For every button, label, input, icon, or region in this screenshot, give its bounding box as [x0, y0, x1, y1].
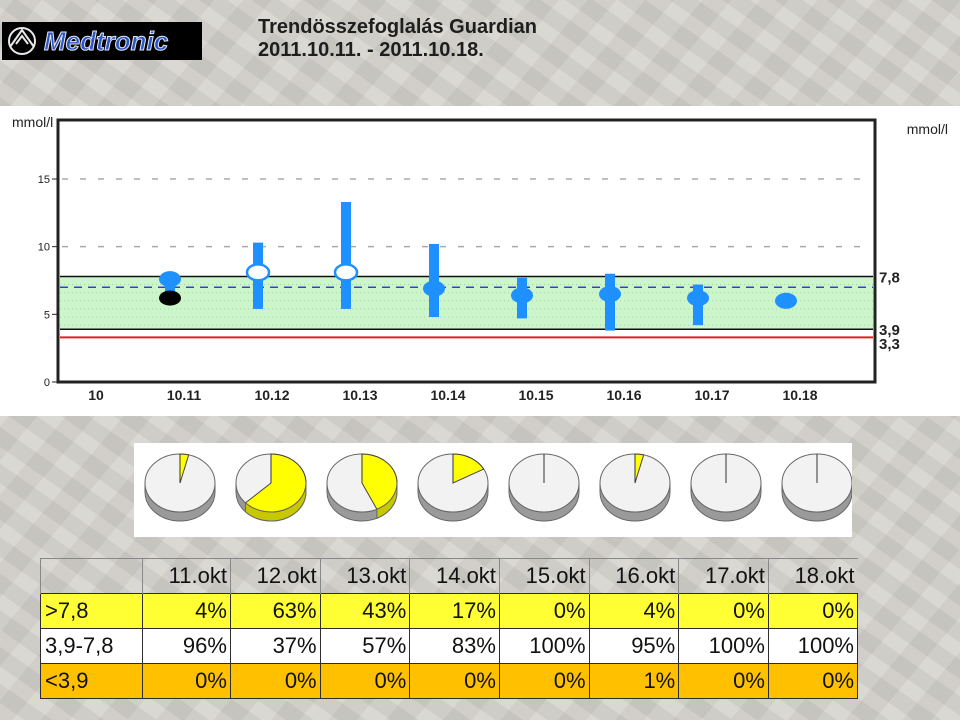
table-cell: 17%	[409, 593, 500, 629]
table-cell: 57%	[319, 628, 411, 664]
table-cell: 0%	[498, 593, 590, 629]
pie-chart	[781, 453, 852, 522]
row-label: >7,8	[39, 593, 144, 629]
table-cell: 96%	[142, 628, 231, 664]
pie-slice-side	[244, 482, 307, 522]
table-cell: 0%	[498, 663, 590, 699]
y-axis-label-left: mmol/l	[12, 114, 53, 130]
range-bar	[429, 243, 439, 318]
y-axis-label-right: mmol/l	[907, 121, 948, 137]
x-tick-label: 10.11	[167, 387, 201, 403]
target-range-band	[60, 276, 873, 330]
pie-chart	[144, 453, 216, 522]
pie-slice-side	[376, 482, 398, 519]
header-cell: 15.okt	[498, 558, 590, 594]
x-tick-label: 10	[88, 387, 104, 403]
pie-chart	[599, 453, 671, 522]
right-reference-label: 3,3	[879, 336, 900, 353]
date-range: 2011.10.11. - 2011.10.18.	[258, 39, 484, 61]
range-bar	[165, 275, 175, 300]
pie-chart	[508, 453, 580, 522]
table-cell: 0%	[229, 663, 321, 699]
table-cell: 0%	[409, 663, 500, 699]
medtronic-logo: Medtronic	[2, 22, 202, 60]
range-bar	[605, 273, 615, 331]
medtronic-emblem-icon	[8, 27, 36, 55]
range-summary-table: 11.okt 12.okt 13.okt 14.okt 15.okt 16.ok…	[39, 558, 859, 699]
header-cell: 12.okt	[229, 558, 321, 594]
median-marker	[599, 286, 621, 303]
table-cell: 0%	[767, 593, 859, 629]
table-row-low: <3,9 0% 0% 0% 0% 0% 1% 0% 0%	[39, 663, 859, 699]
right-reference-label: 3,9	[879, 322, 900, 339]
header-cell: 11.okt	[142, 558, 231, 594]
median-marker-open	[333, 263, 359, 282]
table-cell: 4%	[142, 593, 231, 629]
table-cell: 0%	[142, 663, 231, 699]
table-row-high: >7,8 4% 63% 43% 17% 0% 4% 0% 0%	[39, 593, 859, 629]
header-cell: 14.okt	[409, 558, 500, 594]
header-cell	[39, 558, 143, 594]
x-tick-label: 10.14	[430, 387, 465, 403]
right-reference-label: 7,8	[879, 269, 900, 286]
row-label: <3,9	[39, 663, 144, 699]
median-marker	[775, 292, 797, 309]
table-cell: 0%	[678, 593, 769, 629]
table-cell: 100%	[678, 628, 769, 664]
table-cell: 37%	[229, 628, 321, 664]
pie-chart	[690, 453, 762, 522]
table-cell: 0%	[678, 663, 769, 699]
x-tick-label: 10.12	[254, 387, 289, 403]
median-marker	[423, 280, 445, 297]
pie-chart	[235, 453, 307, 522]
x-tick-label: 10.15	[518, 387, 553, 403]
table-cell: 43%	[319, 593, 411, 629]
table-cell: 83%	[409, 628, 500, 664]
table-cell: 0%	[319, 663, 411, 699]
row-label: 3,9-7,8	[39, 628, 144, 664]
median-marker	[511, 287, 533, 304]
table-cell: 4%	[588, 593, 680, 629]
table-cell: 1%	[588, 663, 680, 699]
table-cell: 100%	[498, 628, 590, 664]
header-cell: 17.okt	[678, 558, 769, 594]
glucose-trend-chart: 0 5 10 15 mmol/l mmol/l 7,8 3,93,3 10 10.11 10.12 1…	[12, 114, 948, 403]
y-tick-label: 5	[44, 309, 50, 321]
range-bar	[341, 202, 351, 309]
glucose-chart-panel: 0 5 10 15 mmol/l mmol/l 7,8 3,9 3,3 10 10.11 10.12 1…	[0, 106, 960, 416]
logo-text: Medtronic	[44, 26, 169, 56]
pie-chart	[417, 453, 489, 522]
median-marker-open	[245, 263, 271, 282]
header-cell: 18.okt	[767, 558, 858, 594]
table-cell: 100%	[767, 628, 859, 664]
x-tick-label: 10.18	[782, 387, 817, 403]
median-marker	[159, 271, 181, 288]
x-tick-label: 10.16	[606, 387, 641, 403]
header-cell: 13.okt	[319, 558, 410, 594]
y-tick-label: 15	[38, 174, 50, 186]
median-marker	[687, 290, 709, 307]
table-cell: 95%	[588, 628, 680, 664]
pie-chart-row	[134, 443, 852, 537]
table-cell: 0%	[767, 663, 859, 699]
page-title: Trendösszefoglalás Guardian 2011.10.11. …	[258, 16, 537, 62]
table-row-target: 3,9-7,8 96% 37% 57% 83% 100% 95% 100% 10…	[39, 628, 859, 664]
table-cell: 63%	[229, 593, 321, 629]
y-tick-label: 10	[38, 242, 50, 254]
low-marker	[159, 290, 181, 306]
x-tick-label: 10.17	[694, 387, 729, 403]
plot-frame	[56, 118, 877, 384]
header-cell: 16.okt	[588, 558, 679, 594]
x-tick-label: 10.13	[342, 387, 377, 403]
y-tick-label: 0	[44, 377, 50, 389]
pie-chart	[326, 453, 398, 522]
table-header-row: 11.okt 12.okt 13.okt 14.okt 15.okt 16.ok…	[39, 558, 858, 594]
report-title: Trendösszefoglalás Guardian	[258, 16, 537, 38]
